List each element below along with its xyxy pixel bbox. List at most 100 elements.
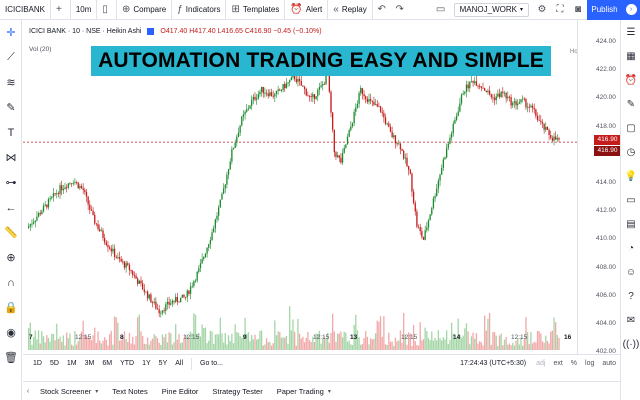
scale-percent-toggle[interactable]: % [570,360,578,367]
volume-bar [426,331,428,350]
data-window-button[interactable]: ▭ [621,188,640,212]
layout-name-button[interactable]: MANOJ_WORK ▾ [453,2,529,17]
stack-button[interactable]: ▤ [621,212,640,236]
plus-button[interactable]: + [51,0,71,20]
candle-body [479,86,481,87]
candle-body [179,297,182,303]
candle-body [312,94,314,97]
undo-button[interactable]: ↶ [373,0,391,20]
layout-select-button[interactable]: ▭ [432,0,450,20]
trendline-tool[interactable]: ⟋ [0,45,22,70]
publish-menu-button[interactable]: › [622,0,640,20]
settings-button[interactable]: ⚙ [533,0,551,20]
scale-adj-toggle[interactable]: adj [536,360,546,367]
messages-button[interactable]: ✉ [621,308,640,332]
alerts-button[interactable]: ⏰ [621,68,640,92]
tab-text-notes[interactable]: Text Notes [105,387,154,396]
goto-button[interactable]: Go to... [200,360,223,367]
alert-button[interactable]: ⏰ Alert [285,0,329,20]
redo-button[interactable]: ↷ [391,0,409,20]
range-1y-button[interactable]: 1Y [142,360,151,367]
volume-bar [373,338,375,350]
back-tool[interactable]: ← [0,195,22,220]
candle-body [317,89,319,97]
candle-body [528,106,530,108]
tab-paper-trading[interactable]: Paper Trading ▾ [270,387,338,396]
text-tool[interactable]: T [0,120,22,145]
chat-button[interactable]: ▢ [621,116,640,140]
time-axis[interactable]: 7 12:15 8 12:15 9 12:15 13 12:15 14 12:15 16 [23,332,577,346]
candle-body [520,99,522,103]
range-1m-button[interactable]: 1M [66,360,77,367]
zoom-tool[interactable]: ⊕ [0,245,22,270]
volume-bar [363,338,365,350]
lock-tool[interactable]: 🔒 [0,295,22,320]
candle-body [353,111,355,124]
crosshair-tool[interactable]: ✛ [0,20,22,45]
candle-body [467,84,469,89]
candle-body [89,204,91,210]
fullscreen-button[interactable]: ⛶ [551,0,569,20]
clock[interactable]: 17:24:43 (UTC+5:30) [460,360,527,367]
range-buttons: 1D 5D 1M 3M 6M YTD 1Y 5Y All [23,360,187,367]
publish-button[interactable]: Publish [587,0,622,20]
templates-button[interactable]: ⊞ Templates [226,0,286,20]
symbol-search-button[interactable]: ICICIBANK [0,0,52,20]
help-button[interactable]: ? [621,284,640,308]
notes-button[interactable]: ✎ [621,92,640,116]
volume-bar [267,342,269,350]
time-axis-day-label: 14 [453,334,461,341]
volume-bar [133,344,136,350]
ruler-tool[interactable]: 📏 [0,220,22,245]
remove-tool[interactable]: 🗑 [0,345,22,370]
range-5y-button[interactable]: 5Y [158,360,168,367]
bell-button[interactable]: ◔ [621,236,640,260]
lines-tool[interactable]: ≋ [0,70,22,95]
compare-button[interactable]: ⊕ Compare [117,0,173,20]
candle-body [341,152,344,163]
broadcast-button[interactable]: ((·)) [621,332,640,356]
hide-tool[interactable]: ◉ [0,320,22,345]
chevron-down-icon: ▾ [519,7,523,13]
chevron-right-icon: › [625,4,637,15]
candle-body [74,182,76,183]
volume-bar [275,335,278,350]
price-axis[interactable]: 424.00 422.00 420.00 418.00 414.00 412.00 410.… [577,20,621,355]
range-5d-button[interactable]: 5D [49,360,59,367]
range-ytd-button[interactable]: YTD [120,360,135,367]
scale-ext-toggle[interactable]: ext [553,360,563,367]
scale-log-toggle[interactable]: log [585,360,595,367]
watchlist-button[interactable]: ☰ [621,20,640,44]
snapshot-button[interactable]: ◙ [569,0,587,20]
chart-pane[interactable]: ICICI BANK · 10 · NSE · Heikin Ashi O417… [23,20,590,354]
tab-pine-editor[interactable]: Pine Editor [155,387,206,396]
range-1d-button[interactable]: 1D [33,360,42,367]
interval-button[interactable]: 10m [71,0,98,20]
pattern-tool[interactable]: ⋈ [0,145,22,170]
scale-auto-toggle[interactable]: auto [602,360,616,367]
candles-icon: ▯ [102,4,108,15]
range-6m-button[interactable]: 6M [102,360,113,367]
collapse-panel-button[interactable]: ‹ [23,382,33,400]
candle-body [54,193,56,195]
tab-strategy-tester[interactable]: Strategy Tester [205,387,269,396]
tab-label: Paper Trading [276,386,324,396]
lightbulb-button[interactable]: 💡 [621,164,640,188]
magnet-tool[interactable]: ∩ [0,270,22,295]
candle-body [411,173,413,192]
replay-button[interactable]: «Replay [328,0,373,20]
rectangle-icon: ▭ [435,4,446,15]
forecast-tool[interactable]: ⊶ [0,170,22,195]
tab-stock-screener[interactable]: Stock Screener ▾ [33,387,105,396]
brush-tool[interactable]: ✎ [0,95,22,120]
group-button[interactable]: ☺ [621,260,640,284]
range-3m-button[interactable]: 3M [84,360,95,367]
chart-type-button[interactable]: ▯ [97,0,117,20]
indicators-button[interactable]: ƒ Indicators [172,0,227,20]
ideas-button[interactable]: ◷ [621,140,640,164]
price-chart[interactable] [23,20,577,354]
calendar-button[interactable]: ▦ [621,44,640,68]
candle-body [219,199,221,208]
range-all-button[interactable]: All [175,360,184,367]
candle-body [269,92,271,96]
